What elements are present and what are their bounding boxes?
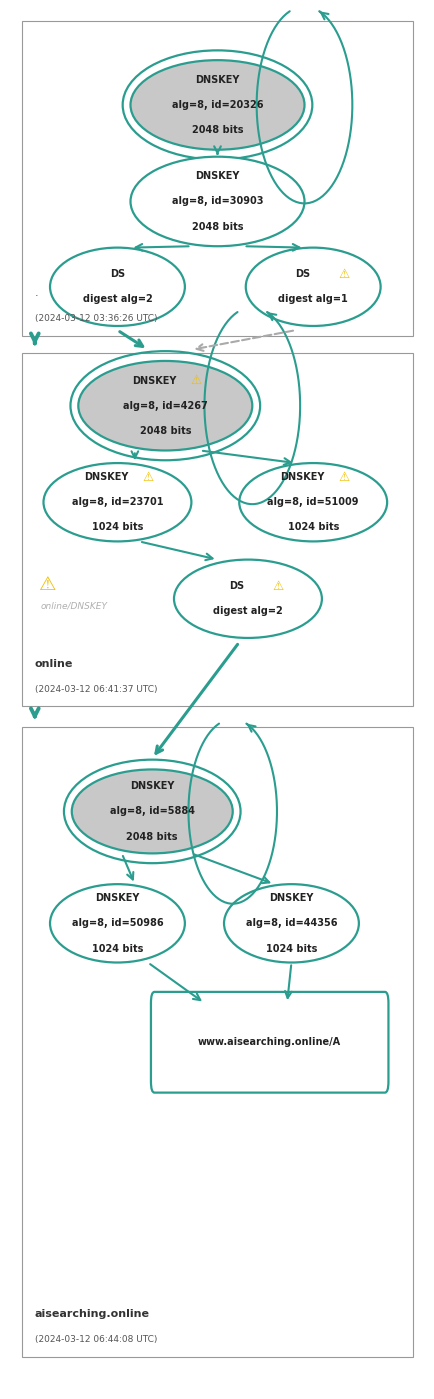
Text: alg=8, id=51009: alg=8, id=51009 — [267, 497, 358, 508]
Text: digest alg=1: digest alg=1 — [278, 294, 347, 305]
Text: alg=8, id=5884: alg=8, id=5884 — [109, 806, 194, 817]
Text: DNSKEY: DNSKEY — [279, 471, 324, 483]
Text: digest alg=2: digest alg=2 — [82, 294, 152, 305]
Text: DNSKEY: DNSKEY — [195, 171, 239, 182]
Ellipse shape — [50, 884, 184, 963]
Text: alg=8, id=23701: alg=8, id=23701 — [72, 497, 163, 508]
Text: (2024-03-12 06:41:37 UTC): (2024-03-12 06:41:37 UTC) — [35, 686, 157, 694]
Text: ⚠: ⚠ — [337, 470, 349, 484]
Text: online: online — [35, 659, 73, 669]
Text: alg=8, id=20326: alg=8, id=20326 — [171, 99, 263, 111]
Text: 1024 bits: 1024 bits — [287, 522, 338, 533]
Text: (2024-03-12 06:44:08 UTC): (2024-03-12 06:44:08 UTC) — [35, 1336, 157, 1344]
Ellipse shape — [245, 248, 380, 326]
Text: .: . — [35, 288, 38, 298]
Text: www.aisearching.online/A: www.aisearching.online/A — [197, 1037, 341, 1048]
FancyBboxPatch shape — [151, 992, 388, 1093]
Text: DS: DS — [229, 581, 244, 592]
Text: digest alg=2: digest alg=2 — [213, 606, 282, 617]
Ellipse shape — [72, 769, 232, 853]
Ellipse shape — [130, 60, 304, 150]
Text: DNSKEY: DNSKEY — [84, 471, 128, 483]
Ellipse shape — [78, 361, 252, 450]
Ellipse shape — [174, 560, 321, 638]
Text: online/DNSKEY: online/DNSKEY — [40, 602, 107, 610]
Ellipse shape — [43, 463, 191, 541]
Text: ⚠: ⚠ — [272, 579, 283, 593]
Ellipse shape — [239, 463, 386, 541]
Text: 2048 bits: 2048 bits — [191, 125, 243, 136]
Text: ⚠: ⚠ — [337, 267, 349, 281]
Text: aisearching.online: aisearching.online — [35, 1309, 149, 1319]
Text: ⚠: ⚠ — [190, 374, 201, 388]
Text: DNSKEY: DNSKEY — [95, 893, 139, 904]
Text: ⚠: ⚠ — [142, 470, 153, 484]
Text: 2048 bits: 2048 bits — [126, 831, 178, 842]
Ellipse shape — [224, 884, 358, 963]
Text: 1024 bits: 1024 bits — [92, 522, 143, 533]
Text: alg=8, id=30903: alg=8, id=30903 — [171, 196, 263, 207]
Text: DS: DS — [110, 269, 125, 280]
Bar — [22, 21, 412, 336]
Text: ⚠: ⚠ — [39, 575, 56, 595]
Text: DNSKEY: DNSKEY — [269, 893, 313, 904]
Text: alg=8, id=50986: alg=8, id=50986 — [72, 918, 163, 929]
Ellipse shape — [50, 248, 184, 326]
Text: DNSKEY: DNSKEY — [195, 74, 239, 85]
Text: 2048 bits: 2048 bits — [191, 221, 243, 232]
Text: DNSKEY: DNSKEY — [130, 781, 174, 792]
Text: 2048 bits: 2048 bits — [139, 425, 191, 436]
Text: DS: DS — [294, 269, 309, 280]
Bar — [22, 727, 412, 1357]
Bar — [22, 353, 412, 706]
Text: (2024-03-12 03:36:26 UTC): (2024-03-12 03:36:26 UTC) — [35, 315, 157, 323]
Text: 1024 bits: 1024 bits — [92, 943, 143, 954]
Text: alg=8, id=44356: alg=8, id=44356 — [245, 918, 336, 929]
Text: 1024 bits: 1024 bits — [265, 943, 316, 954]
Text: DNSKEY: DNSKEY — [132, 375, 176, 386]
Ellipse shape — [130, 157, 304, 246]
Text: alg=8, id=4267: alg=8, id=4267 — [123, 400, 207, 411]
